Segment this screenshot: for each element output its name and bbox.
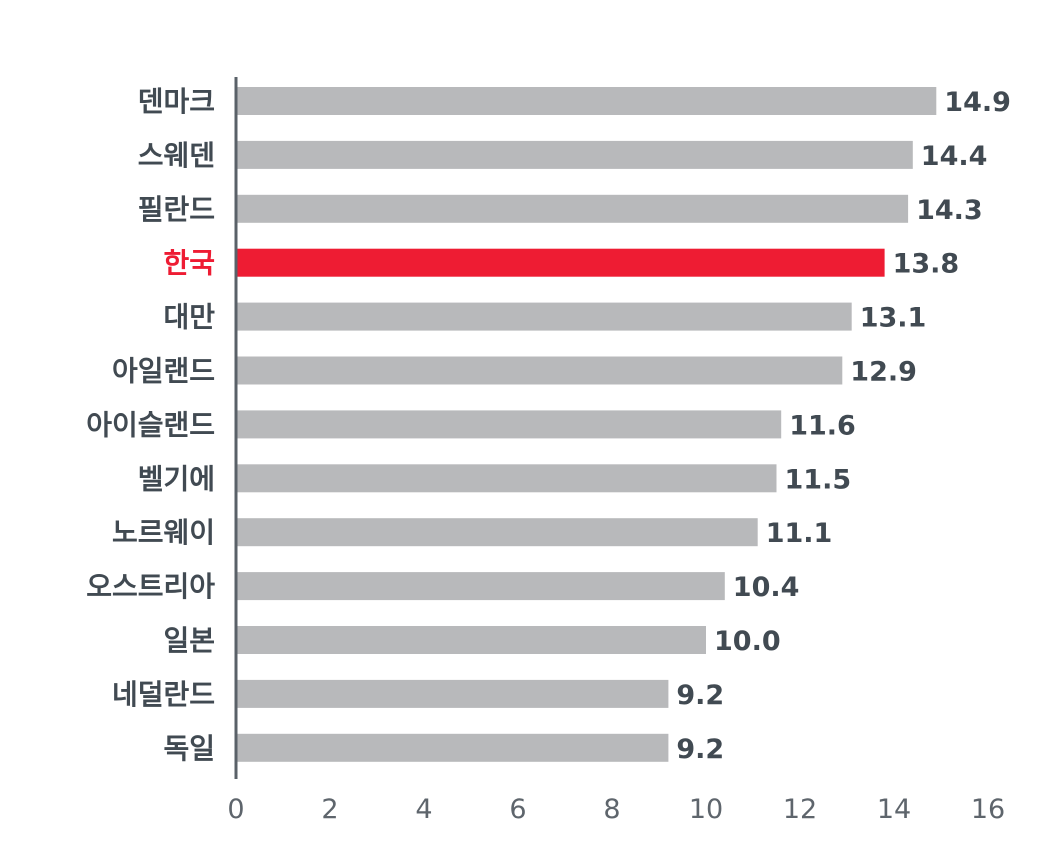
value-label: 14.9 — [944, 87, 1011, 118]
x-tick-label: 12 — [783, 794, 817, 825]
x-tick-label: 0 — [227, 794, 244, 825]
value-label: 12.9 — [850, 357, 917, 388]
bar-4 — [236, 248, 885, 277]
category-label: 아이슬랜드 — [86, 408, 215, 441]
x-tick-label: 4 — [415, 794, 432, 825]
category-label: 필란드 — [138, 193, 215, 226]
category-label: 덴마크 — [138, 85, 215, 118]
bar-9 — [236, 518, 758, 547]
value-label: 10.4 — [733, 572, 800, 603]
x-tick-label: 6 — [509, 794, 526, 825]
bar-7 — [236, 410, 782, 439]
category-label: 네덜란드 — [112, 678, 215, 711]
bar-8 — [236, 464, 777, 493]
value-label: 9.2 — [676, 734, 724, 765]
value-label: 11.5 — [785, 464, 852, 495]
category-label: 스웨덴 — [138, 139, 215, 172]
category-label: 독일 — [163, 732, 215, 765]
category-label: 노르웨이 — [112, 516, 215, 549]
value-label: 14.3 — [916, 195, 983, 226]
x-tick-label: 14 — [877, 794, 911, 825]
category-label: 대만 — [163, 301, 215, 334]
bar-6 — [236, 356, 843, 385]
bar-3 — [236, 194, 909, 223]
category-label: 아일랜드 — [112, 355, 215, 388]
value-label: 11.1 — [766, 518, 833, 549]
category-label: 벨기에 — [138, 462, 215, 495]
value-label: 9.2 — [676, 680, 724, 711]
bar-13 — [236, 733, 669, 762]
bar-12 — [236, 679, 669, 708]
x-tick-label: 2 — [321, 794, 338, 825]
x-tick-label: 16 — [971, 794, 1005, 825]
x-tick-label: 10 — [689, 794, 723, 825]
bar-5 — [236, 302, 852, 331]
category-label: 오스트리아 — [86, 570, 215, 603]
value-label: 14.4 — [921, 141, 988, 172]
bar-10 — [236, 572, 725, 601]
bar-1 — [236, 87, 937, 115]
bar-11 — [236, 626, 706, 654]
category-label: 일본 — [163, 624, 215, 657]
value-label: 13.1 — [860, 303, 927, 334]
bar-2 — [236, 140, 913, 169]
x-tick-label: 8 — [603, 794, 620, 825]
value-label: 11.6 — [789, 410, 856, 441]
category-label: 한국 — [163, 247, 215, 280]
value-label: 10.0 — [714, 626, 781, 657]
value-label: 13.8 — [893, 249, 960, 280]
